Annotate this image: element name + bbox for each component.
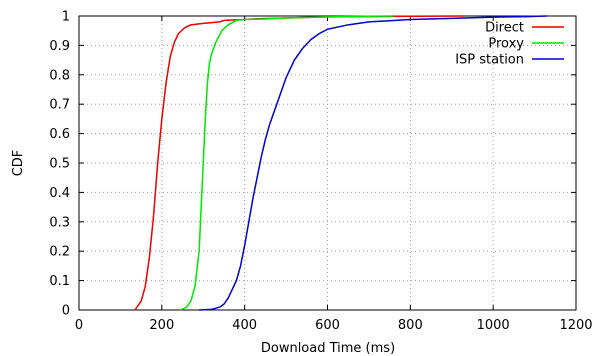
x-tick-label: 1000 — [477, 318, 510, 333]
legend-label-direct: Direct — [485, 21, 524, 36]
y-tick-label: 0.2 — [49, 245, 70, 260]
x-tick-label: 1200 — [559, 318, 592, 333]
x-tick-label: 800 — [398, 318, 423, 333]
grid — [79, 16, 576, 310]
legend-label-isp-station: ISP station — [455, 53, 524, 68]
series-line-isp-station — [199, 15, 548, 311]
y-tick-label: 0.8 — [49, 68, 70, 83]
series-lines — [134, 15, 548, 311]
x-tick-label: 600 — [315, 318, 340, 333]
x-tick-label: 400 — [232, 318, 257, 333]
y-axis-label: CDF — [11, 150, 26, 177]
y-tick-label: 0.3 — [49, 215, 70, 230]
x-tick-label: 0 — [75, 318, 83, 333]
y-tick-label: 0.4 — [49, 186, 70, 201]
legend-label-proxy: Proxy — [488, 37, 524, 52]
x-axis-label: Download Time (ms) — [261, 341, 395, 356]
y-tick-label: 0 — [62, 304, 70, 319]
y-tick-label: 0.9 — [49, 39, 70, 54]
y-tick-label: 0.1 — [49, 274, 70, 289]
y-tick-label: 1 — [62, 10, 70, 25]
series-line-proxy — [180, 15, 394, 311]
y-tick-label: 0.7 — [49, 98, 70, 113]
x-tick-label: 200 — [149, 318, 174, 333]
y-tick-label: 0.6 — [49, 127, 70, 142]
y-tick-label: 0.5 — [49, 157, 70, 172]
